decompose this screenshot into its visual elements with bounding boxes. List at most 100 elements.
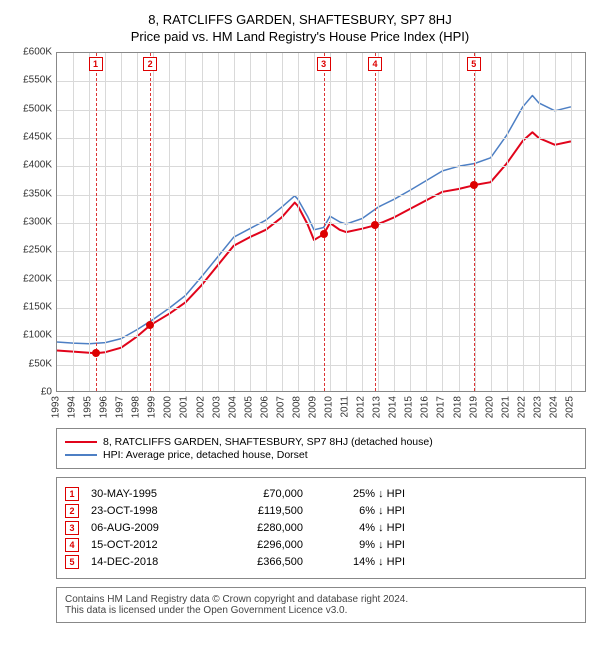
y-tick-label: £300K bbox=[23, 217, 52, 228]
sale-row-delta: 4% ↓ HPI bbox=[315, 522, 405, 534]
sale-marker-badge: 1 bbox=[89, 57, 103, 71]
legend-swatch bbox=[65, 441, 97, 443]
sale-row: 130-MAY-1995£70,00025% ↓ HPI bbox=[65, 487, 577, 501]
grid-line-v bbox=[378, 53, 379, 391]
x-tick-label: 1994 bbox=[67, 396, 78, 418]
sale-marker-line bbox=[96, 53, 97, 391]
x-tick-label: 2002 bbox=[195, 396, 206, 418]
y-tick-label: £600K bbox=[23, 47, 52, 58]
x-tick-label: 2000 bbox=[163, 396, 174, 418]
y-tick-label: £150K bbox=[23, 302, 52, 313]
grid-line-v bbox=[330, 53, 331, 391]
grid-line-v bbox=[507, 53, 508, 391]
grid-line-v bbox=[121, 53, 122, 391]
grid-line-v bbox=[73, 53, 74, 391]
y-tick-label: £450K bbox=[23, 132, 52, 143]
x-tick-label: 2013 bbox=[372, 396, 383, 418]
x-tick-label: 2015 bbox=[404, 396, 415, 418]
sale-row-date: 15-OCT-2012 bbox=[91, 539, 201, 551]
y-tick-label: £400K bbox=[23, 160, 52, 171]
sales-table: 130-MAY-1995£70,00025% ↓ HPI 2 23-OCT-1998… bbox=[56, 477, 586, 579]
legend-item: 8, RATCLIFFS GARDEN, SHAFTESBURY, SP7 8H… bbox=[65, 436, 577, 448]
sale-marker-dot bbox=[146, 321, 154, 329]
y-tick-label: £50K bbox=[29, 358, 52, 369]
legend-label: 8, RATCLIFFS GARDEN, SHAFTESBURY, SP7 8H… bbox=[103, 436, 433, 448]
y-tick-label: £250K bbox=[23, 245, 52, 256]
sale-row: 415-OCT-2012£296,0009% ↓ HPI bbox=[65, 538, 577, 552]
x-tick-label: 2009 bbox=[307, 396, 318, 418]
grid-line-v bbox=[234, 53, 235, 391]
x-tick-label: 2014 bbox=[388, 396, 399, 418]
chart-subtitle: Price paid vs. HM Land Registry's House … bbox=[12, 29, 588, 44]
footer-attribution: Contains HM Land Registry data © Crown c… bbox=[56, 587, 586, 623]
grid-line-v bbox=[426, 53, 427, 391]
x-tick-label: 2019 bbox=[468, 396, 479, 418]
grid-line-v bbox=[218, 53, 219, 391]
y-tick-label: £550K bbox=[23, 75, 52, 86]
x-tick-label: 2023 bbox=[532, 396, 543, 418]
x-tick-label: 2008 bbox=[291, 396, 302, 418]
sale-marker-line bbox=[324, 53, 325, 391]
y-tick-label: £100K bbox=[23, 330, 52, 341]
y-axis: £0£50K£100K£150K£200K£250K£300K£350K£400… bbox=[12, 52, 54, 392]
x-tick-label: 2018 bbox=[452, 396, 463, 418]
sale-row-delta: 6% ↓ HPI bbox=[315, 505, 405, 517]
sale-row-badge: 5 bbox=[65, 555, 79, 569]
y-tick-label: £350K bbox=[23, 188, 52, 199]
grid-line-v bbox=[298, 53, 299, 391]
sale-row-badge: 3 bbox=[65, 521, 79, 535]
grid-line-v bbox=[169, 53, 170, 391]
x-tick-label: 2012 bbox=[356, 396, 367, 418]
sale-row: 514-DEC-2018£366,50014% ↓ HPI bbox=[65, 555, 577, 569]
sale-row-badge: 2 bbox=[65, 504, 79, 518]
legend-item: HPI: Average price, detached house, Dors… bbox=[65, 449, 577, 461]
y-tick-label: £200K bbox=[23, 273, 52, 284]
x-tick-label: 2001 bbox=[179, 396, 190, 418]
sale-row-delta: 14% ↓ HPI bbox=[315, 556, 405, 568]
x-tick-label: 2022 bbox=[516, 396, 527, 418]
sale-marker-dot bbox=[371, 221, 379, 229]
sale-row-price: £70,000 bbox=[213, 488, 303, 500]
footer-line-2: This data is licensed under the Open Gov… bbox=[65, 605, 577, 616]
grid-line-v bbox=[410, 53, 411, 391]
grid-line-v bbox=[555, 53, 556, 391]
x-tick-label: 1998 bbox=[131, 396, 142, 418]
x-tick-label: 2003 bbox=[211, 396, 222, 418]
x-tick-label: 2004 bbox=[227, 396, 238, 418]
sale-row-date: 06-AUG-2009 bbox=[91, 522, 201, 534]
x-tick-label: 1993 bbox=[51, 396, 62, 418]
sale-marker-badge: 4 bbox=[368, 57, 382, 71]
x-tick-label: 2010 bbox=[324, 396, 335, 418]
grid-line-v bbox=[571, 53, 572, 391]
x-tick-label: 2011 bbox=[340, 396, 351, 418]
grid-line-v bbox=[282, 53, 283, 391]
grid-line-v bbox=[266, 53, 267, 391]
sale-row-price: £119,500 bbox=[213, 505, 303, 517]
grid-line-v bbox=[346, 53, 347, 391]
x-tick-label: 2007 bbox=[275, 396, 286, 418]
grid-line-v bbox=[442, 53, 443, 391]
legend-label: HPI: Average price, detached house, Dors… bbox=[103, 449, 308, 461]
sale-row-date: 23-OCT-1998 bbox=[91, 505, 201, 517]
sale-row-price: £366,500 bbox=[213, 556, 303, 568]
footer-line-1: Contains HM Land Registry data © Crown c… bbox=[65, 594, 577, 605]
x-tick-label: 2024 bbox=[548, 396, 559, 418]
grid-line-v bbox=[491, 53, 492, 391]
grid-line-v bbox=[523, 53, 524, 391]
grid-line-v bbox=[137, 53, 138, 391]
x-tick-label: 2020 bbox=[484, 396, 495, 418]
x-axis: 1993199419951996199719981999200020012002… bbox=[56, 396, 586, 422]
x-tick-label: 2016 bbox=[420, 396, 431, 418]
sale-marker-badge: 2 bbox=[143, 57, 157, 71]
sale-row-badge: 1 bbox=[65, 487, 79, 501]
x-tick-label: 1995 bbox=[83, 396, 94, 418]
grid-line-v bbox=[105, 53, 106, 391]
grid-line-v bbox=[185, 53, 186, 391]
sale-marker-dot bbox=[320, 230, 328, 238]
sale-row: 2 23-OCT-1998 £119,500 6% ↓ HPI bbox=[65, 504, 577, 518]
x-tick-label: 1997 bbox=[115, 396, 126, 418]
sale-marker-line bbox=[474, 53, 475, 391]
sale-row-delta: 9% ↓ HPI bbox=[315, 539, 405, 551]
grid-line-v bbox=[362, 53, 363, 391]
y-tick-label: £500K bbox=[23, 103, 52, 114]
